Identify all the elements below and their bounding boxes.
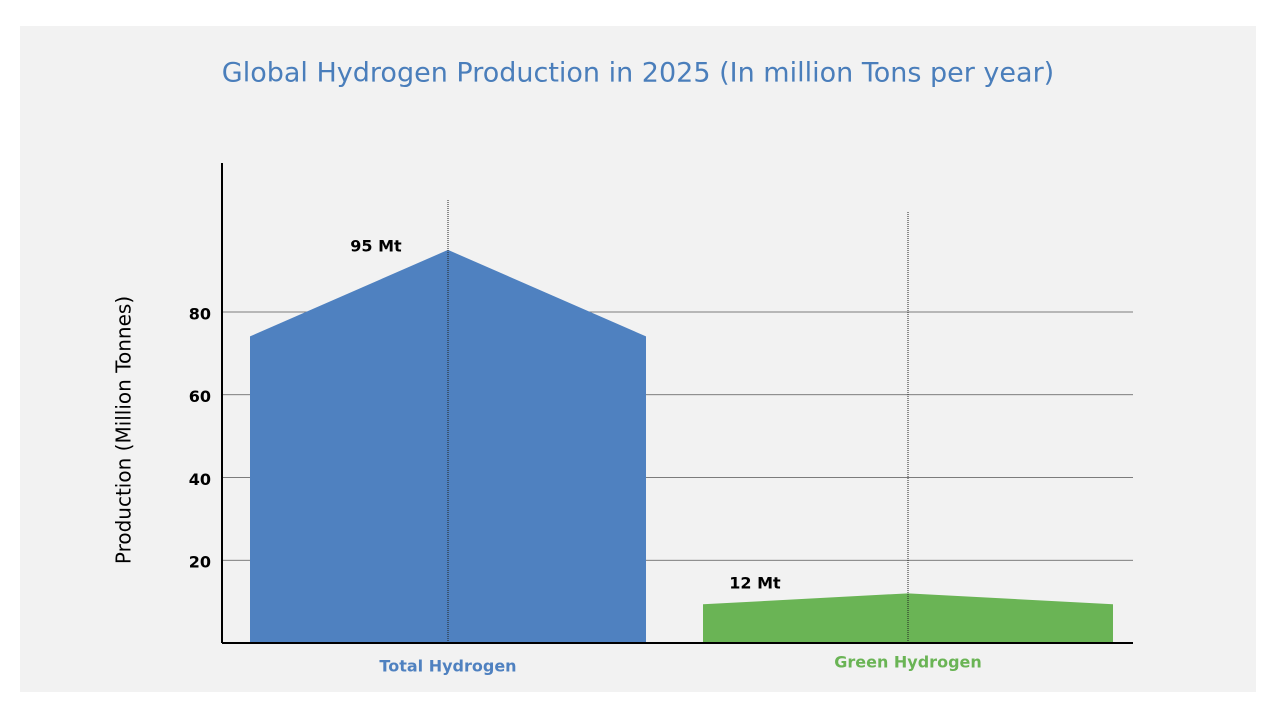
x-tick-label: Green Hydrogen bbox=[834, 653, 982, 672]
y-tick-label: 40 bbox=[189, 470, 211, 489]
value-label: 12 Mt bbox=[729, 574, 781, 593]
y-axis-label: Production (Million Tonnes) bbox=[112, 296, 136, 564]
y-tick-label: 60 bbox=[189, 387, 211, 406]
value-label: 95 Mt bbox=[350, 237, 402, 256]
x-tick-label: Total Hydrogen bbox=[379, 657, 516, 676]
y-tick-label: 80 bbox=[189, 304, 211, 323]
chart-title: Global Hydrogen Production in 2025 (In m… bbox=[222, 58, 1054, 89]
y-tick-label: 20 bbox=[189, 553, 211, 572]
